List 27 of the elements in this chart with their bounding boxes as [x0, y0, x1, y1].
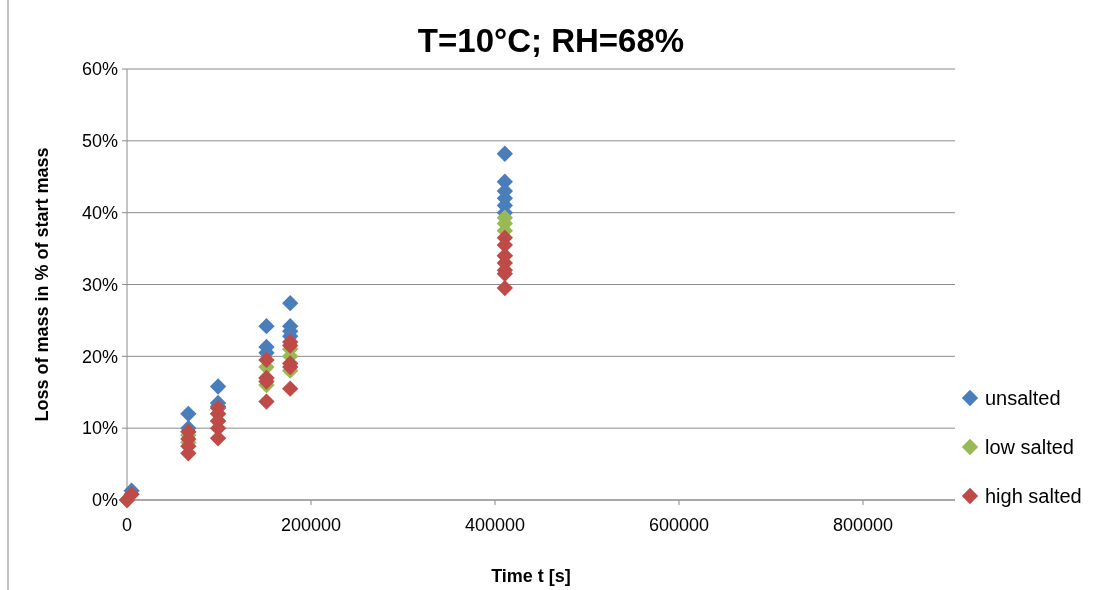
x-tick-label: 0 — [121, 515, 133, 535]
point — [258, 351, 275, 369]
legend-label: low salted — [985, 436, 1074, 458]
legend-label: unsalted — [985, 387, 1061, 409]
point — [258, 318, 275, 335]
point — [496, 145, 514, 162]
x-tick-label: 800000 — [832, 515, 894, 535]
point — [496, 279, 514, 297]
y-tick-label: 0% — [91, 490, 118, 511]
point — [258, 393, 275, 410]
x-axis-title: Time t [s] — [491, 566, 571, 586]
point — [282, 295, 299, 312]
y-tick-label: 60% — [81, 59, 118, 80]
x-tick-label: 600000 — [648, 515, 710, 535]
legend-label: high salted — [985, 485, 1082, 507]
y-tick-label: 20% — [81, 346, 118, 367]
y-axis-title: Loss of mass in % of start mass — [32, 147, 52, 422]
y-tick-label: 40% — [81, 202, 118, 223]
point — [180, 405, 197, 422]
point — [282, 380, 299, 397]
x-tick-label: 200000 — [280, 515, 342, 535]
y-tick-label: 50% — [81, 131, 118, 152]
point — [209, 378, 227, 395]
y-tick-label: 30% — [81, 274, 118, 295]
chart-title: T=10°C; RH=68% — [417, 22, 685, 59]
y-tick-label: 10% — [81, 418, 118, 439]
x-tick-label: 400000 — [464, 515, 526, 535]
